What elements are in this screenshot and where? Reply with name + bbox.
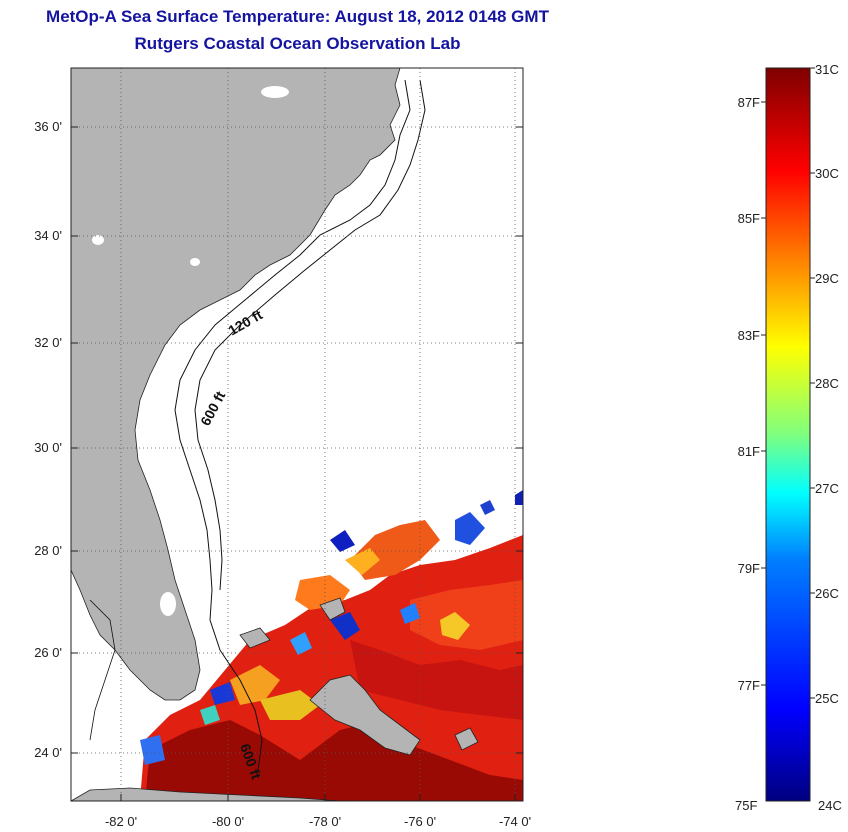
frame-ticks (71, 126, 523, 801)
lat-label: 24 0' (34, 745, 62, 760)
sst-data-layer (103, 490, 523, 801)
colorbar-label-f: 77F (738, 678, 760, 693)
colorbar-label-f: 81F (738, 444, 760, 459)
colorbar-label-f: 75F (735, 798, 757, 813)
colorbar-label-f: 79F (738, 561, 760, 576)
grid-lines (71, 68, 523, 801)
map-frame (70, 67, 524, 802)
colorbar-label-c: 25C (815, 691, 839, 706)
lat-label: 32 0' (34, 335, 62, 350)
lon-label: -82 0' (105, 814, 137, 829)
colorbar-label-f: 83F (738, 328, 760, 343)
lon-label: -80 0' (212, 814, 244, 829)
lat-label: 28 0' (34, 543, 62, 558)
land-bahamas (309, 674, 421, 756)
map-area (71, 68, 523, 801)
lat-label: 26 0' (34, 645, 62, 660)
lon-label: -78 0' (309, 814, 341, 829)
colorbar-label-c: 26C (815, 586, 839, 601)
lat-label: 34 0' (34, 228, 62, 243)
contour-120ft (174, 79, 411, 621)
lat-label: 36 0' (34, 119, 62, 134)
map-title: MetOp-A Sea Surface Temperature: August … (46, 7, 549, 26)
colorbar-label-c: 28C (815, 376, 839, 391)
colorbar-label-c: 27C (815, 481, 839, 496)
lon-label: -74 0' (499, 814, 531, 829)
colorbar-label-c: 31C (815, 62, 839, 77)
colorbar (765, 67, 811, 802)
lon-label: -76 0' (404, 814, 436, 829)
colorbar-label-f: 85F (738, 211, 760, 226)
colorbar-label-c: 24C (818, 798, 842, 813)
contour-600ft (194, 79, 426, 591)
colorbar-label-c: 29C (815, 271, 839, 286)
lat-label: 30 0' (34, 440, 62, 455)
colorbar-label-f: 87F (738, 95, 760, 110)
land-us-coast (71, 68, 401, 701)
colorbar-ticks (761, 67, 815, 699)
map-subtitle: Rutgers Coastal Ocean Observation Lab (134, 34, 461, 53)
colorbar-label-c: 30C (815, 166, 839, 181)
